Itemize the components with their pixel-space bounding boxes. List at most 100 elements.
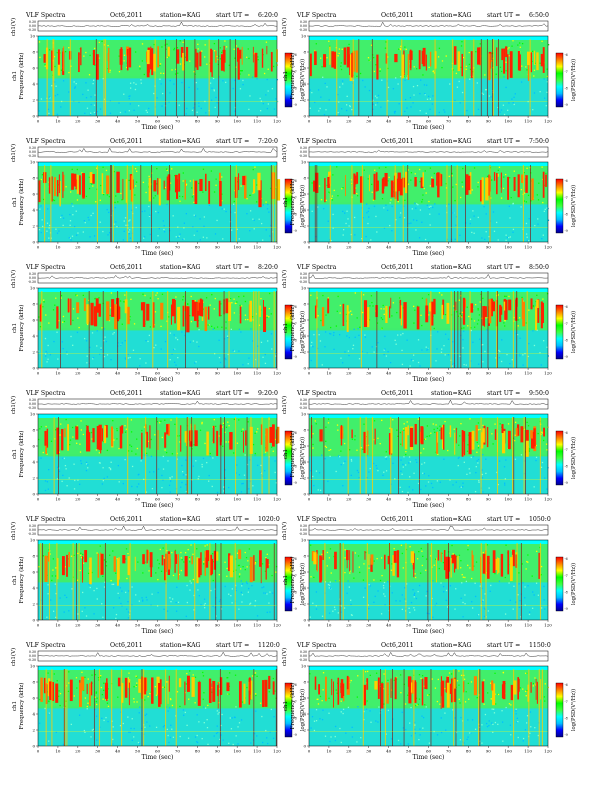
spectrogram-speckle (376, 467, 378, 469)
spectrogram-speckle (61, 480, 63, 483)
freq-tick-label: 0 (303, 491, 306, 496)
spectrogram-speckle (139, 358, 141, 360)
sferic-spike (453, 669, 455, 746)
spectrogram-speckle (418, 584, 421, 587)
emission-streak (507, 176, 509, 200)
spectrogram-speckle (90, 736, 92, 738)
freq-tick-label: 10 (301, 285, 307, 290)
spectrogram-speckle (65, 596, 68, 599)
spectrogram-speckle (242, 364, 244, 366)
spectrogram-speckle (91, 438, 93, 440)
spectrogram-speckle (254, 672, 257, 674)
spectrogram-speckle (168, 101, 170, 103)
spectrogram-speckle (395, 219, 397, 221)
sferic-spike (145, 417, 147, 494)
colorbar-label: log(PSD(V²/Hz)) (299, 437, 306, 479)
spectrogram-speckle (418, 674, 421, 676)
spectrogram-speckle (126, 577, 128, 580)
spectrogram-speckle (72, 436, 74, 438)
panel-start-prefix: start UT = (487, 264, 520, 271)
spectrogram-speckle (512, 608, 514, 610)
spectrogram-speckle (475, 466, 477, 468)
spectrogram-speckle (136, 170, 138, 172)
spectrogram-speckle (82, 562, 85, 564)
spectrogram-speckle (192, 193, 195, 196)
spectrogram-speckle (341, 48, 343, 50)
waveform-trace (308, 651, 549, 657)
emission-streak (530, 52, 533, 73)
spectrogram-speckle (416, 84, 419, 87)
emission-streak (196, 557, 199, 584)
emission-streak (424, 677, 428, 690)
waveform-tick-label: 0.30 (300, 524, 307, 528)
spectrogram-speckle (340, 450, 342, 452)
spectrogram-speckle (161, 474, 163, 477)
emission-streak (384, 172, 388, 187)
spectrogram-speckle (86, 464, 89, 466)
spectrogram-speckle (239, 88, 242, 90)
emission-streak (505, 46, 508, 58)
emission-streak (450, 678, 453, 703)
spectrogram-speckle (247, 48, 249, 50)
spectrogram-speckle (349, 572, 351, 574)
spectrogram-speckle (94, 94, 96, 96)
spectrogram-speckle (477, 422, 480, 424)
spectrogram-speckle (95, 201, 97, 203)
spectrogram-speckle (139, 68, 141, 70)
spectrogram-speckle (421, 550, 423, 552)
spectrogram-speckle (78, 714, 81, 716)
time-tick-label: 50 (406, 119, 412, 124)
sferic-spike (154, 39, 156, 116)
spectrogram-speckle (276, 100, 279, 103)
spectrogram-speckle (313, 576, 315, 579)
sferic-spike (185, 291, 186, 368)
time-tick-label: 10 (326, 245, 332, 250)
spectrogram-speckle (477, 319, 480, 321)
spectrogram-speckle (58, 470, 61, 473)
spectrogram-speckle (198, 475, 200, 478)
time-tick-label: 100 (504, 497, 512, 502)
spectrogram-speckle (128, 731, 130, 733)
spectrogram-speckle (338, 113, 340, 115)
spectrogram-speckle (499, 423, 501, 425)
spectrogram-speckle (327, 297, 329, 299)
spectrogram-speckle (193, 234, 195, 236)
spectrogram-speckle (103, 328, 105, 330)
spectrogram-speckle (82, 591, 84, 594)
spectrogram-speckle (416, 219, 418, 222)
spectrogram-speckle (526, 560, 528, 563)
spectrogram-speckle (469, 218, 472, 220)
spectrogram-speckle (98, 297, 100, 299)
spectrogram-speckle (542, 298, 544, 300)
emission-streak (253, 555, 255, 581)
spectrogram-speckle (472, 341, 474, 343)
spectrogram-speckle (177, 226, 179, 228)
spectrogram-speckle (196, 301, 198, 304)
spectrogram-speckle (242, 482, 244, 485)
freq-tick-label: 10 (301, 159, 307, 164)
spectrogram-speckle (527, 355, 529, 358)
emission-streak (219, 677, 223, 695)
spectrogram-speckle (257, 464, 259, 467)
colorbar-label: log(PSD(V²/Hz)) (570, 437, 577, 479)
spectrogram-speckle (384, 335, 386, 338)
spectrogram-speckle (419, 728, 421, 730)
spectrogram-speckle (476, 82, 478, 84)
panel-date-label: Oct6,2011 (381, 516, 414, 523)
spectrogram-speckle (86, 355, 88, 357)
spectrogram-speckle (460, 560, 462, 562)
spectrogram-speckle (507, 423, 510, 425)
spectrogram-speckle (253, 228, 255, 230)
spectrogram-speckle (106, 208, 108, 211)
emission-streak (331, 678, 333, 696)
spectrogram-speckle (518, 606, 521, 608)
spectrogram-speckle (347, 580, 349, 582)
colorbar-tick-label: -8 (294, 87, 297, 91)
spectrogram-speckle (224, 469, 226, 471)
spectrogram-mid-band (38, 544, 277, 583)
spectrogram-speckle (387, 56, 389, 58)
spectrogram-speckle (212, 328, 214, 330)
emission-streak (437, 550, 440, 561)
spectrogram-speckle (129, 319, 131, 321)
spectrogram-speckle (418, 738, 420, 741)
